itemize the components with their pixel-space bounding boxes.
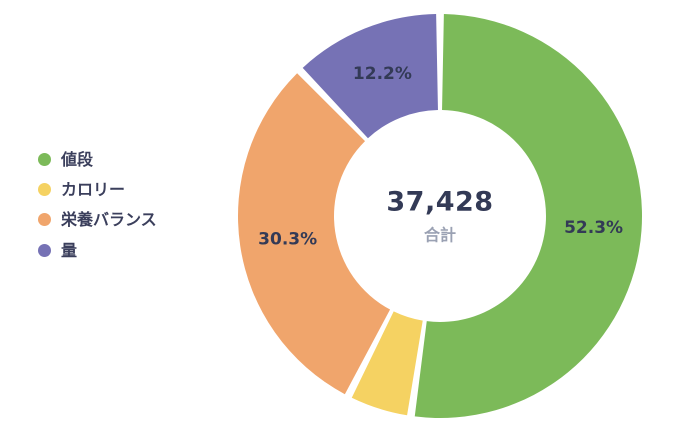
donut-slice-1[interactable] <box>351 311 423 416</box>
donut-slice-0[interactable] <box>414 14 643 419</box>
donut-slice-3[interactable] <box>302 14 438 139</box>
legend-item-0[interactable]: 値段 <box>38 150 157 169</box>
legend-item-2[interactable]: 栄養バランス <box>38 210 157 229</box>
legend-label: 栄養バランス <box>61 210 157 230</box>
donut-chart: 52.3% 30.3% 12.2% 37,428 合計 <box>234 10 646 422</box>
legend-item-3[interactable]: 量 <box>38 241 157 260</box>
legend-label: カロリー <box>61 180 126 200</box>
legend-label: 量 <box>61 240 78 260</box>
legend-color-dot <box>38 213 51 227</box>
legend-color-dot <box>38 153 51 167</box>
chart-legend: 値段カロリー栄養バランス量 <box>38 150 157 271</box>
legend-label: 値段 <box>61 150 94 169</box>
legend-item-1[interactable]: カロリー <box>38 180 157 199</box>
legend-color-dot <box>38 243 51 257</box>
donut-slice-2[interactable] <box>237 73 391 395</box>
donut-svg: 52.3%30.3%12.2% <box>237 14 643 419</box>
legend-color-dot <box>38 183 51 197</box>
